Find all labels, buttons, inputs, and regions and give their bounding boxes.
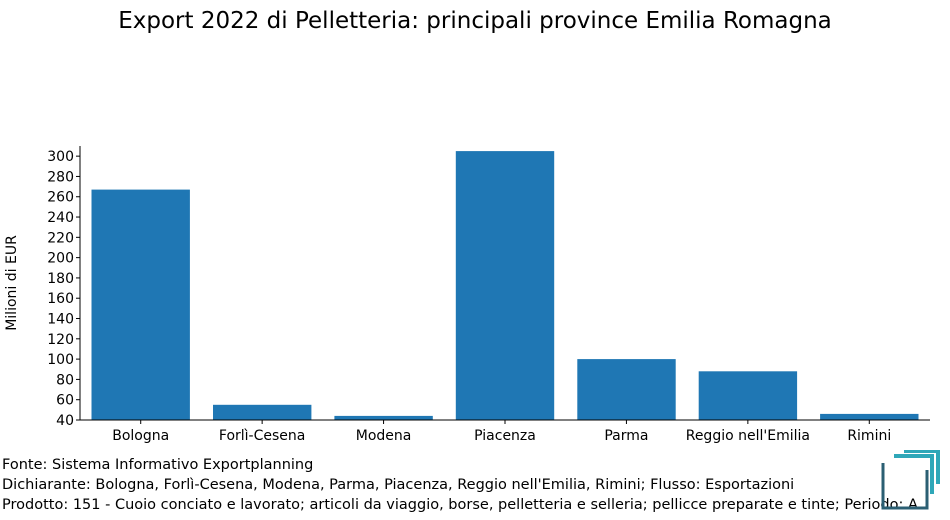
x-tick-label-6: Rimini [847, 428, 891, 444]
bar-5 [698, 371, 798, 420]
bar-0 [91, 189, 190, 420]
y-tick-label-3: 100 [47, 352, 74, 368]
y-tick-label-4: 120 [47, 332, 74, 348]
bar-1 [213, 404, 312, 420]
y-tick-label-1: 60 [56, 393, 74, 409]
y-tick-label-2: 80 [56, 372, 74, 388]
x-tick-label-5: Reggio nell'Emilia [686, 428, 810, 444]
bar-3 [455, 151, 555, 420]
footnote-product: Prodotto: 151 - Cuoio conciato e lavorat… [2, 497, 918, 513]
y-axis-label: Milioni di EUR [4, 235, 20, 331]
x-tick-label-1: Forlì-Cesena [219, 428, 305, 444]
x-tick-label-0: Bologna [112, 428, 169, 444]
bars-group [91, 151, 919, 420]
y-tick-label-11: 260 [47, 190, 74, 206]
bar-chart: 406080100120140160180200220240260280300 … [4, 146, 930, 444]
footnote-declarant: Dichiarante: Bologna, Forlì-Cesena, Mode… [2, 477, 795, 493]
x-tick-label-4: Parma [604, 428, 648, 444]
y-tick-label-5: 140 [47, 312, 74, 328]
footnotes: Fonte: Sistema Informativo Exportplannin… [2, 455, 950, 515]
y-tick-label-13: 300 [47, 149, 74, 165]
y-tick-label-7: 180 [47, 271, 74, 287]
x-tick-label-3: Piacenza [474, 428, 536, 444]
y-axis: 40 60 80 100 120 140 160 180 200 220 240 260 280 300 [47, 146, 81, 429]
exportplanning-logo-icon [881, 450, 940, 510]
y-tick-label-6: 160 [47, 291, 74, 307]
y-tick-label-8: 200 [47, 251, 74, 267]
y-tick-label-9: 220 [47, 230, 74, 246]
footnote-source: Fonte: Sistema Informativo Exportplannin… [2, 457, 314, 473]
chart-title: Export 2022 di Pelletteria: principali p… [118, 8, 832, 34]
x-axis: Bologna Forlì-Cesena Modena Piacenza Parma Re… [80, 419, 930, 444]
bar-2 [334, 415, 433, 420]
bar-4 [577, 359, 676, 420]
y-tick-label-0: 40 [56, 413, 74, 429]
y-tick-label-10: 240 [47, 210, 74, 226]
bar-6 [820, 413, 919, 420]
x-tick-label-2: Modena [356, 428, 412, 444]
y-tick-label-12: 280 [47, 169, 74, 185]
